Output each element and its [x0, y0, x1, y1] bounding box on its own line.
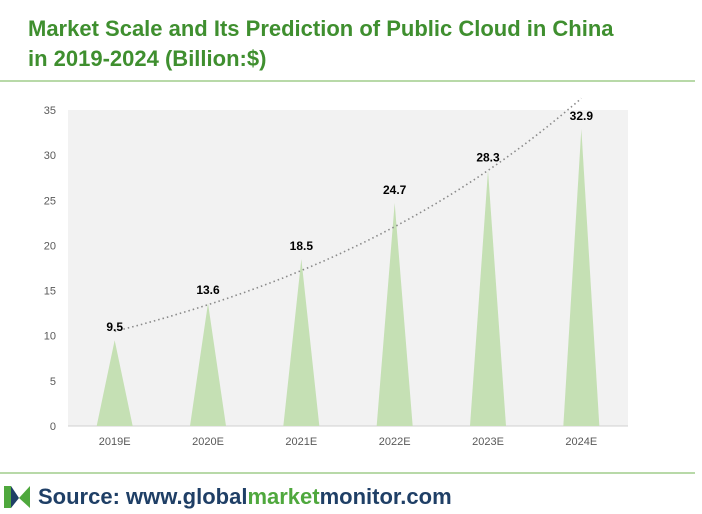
x-tick-label: 2020E — [192, 436, 224, 448]
x-tick-label: 2021E — [285, 436, 317, 448]
footer: Source: www.globalmarketmonitor.com — [0, 480, 702, 514]
bar — [96, 340, 133, 426]
plot-background — [68, 110, 628, 426]
data-label: 24.7 — [383, 183, 407, 197]
bottom-divider — [0, 472, 695, 474]
source-market: market — [247, 484, 320, 509]
data-label: 9.5 — [106, 320, 123, 334]
bars — [96, 128, 600, 426]
source-label: Source: — [38, 484, 127, 509]
gmm-logo-icon — [4, 486, 30, 508]
x-tick-label: 2023E — [472, 436, 504, 448]
source-www: www. — [126, 484, 183, 509]
bar — [283, 258, 320, 426]
source-monitor: monitor — [319, 484, 401, 509]
x-axis: 2019E 2020E 2021E 2022E 2023E 2024E — [68, 425, 628, 448]
title-line-1: Market Scale and Its Prediction of Publi… — [28, 16, 614, 41]
x-tick-label: 2022E — [379, 436, 411, 448]
x-tick-label: 2024E — [565, 436, 597, 448]
y-tick-label: 25 — [44, 195, 56, 207]
bar — [376, 202, 413, 426]
y-tick-label: 0 — [50, 421, 56, 433]
top-divider — [0, 80, 695, 82]
y-tick-label: 20 — [44, 240, 56, 252]
data-labels: 9.5 13.6 18.5 24.7 28.3 32.9 — [106, 109, 593, 334]
bar — [470, 170, 506, 426]
y-tick-label: 15 — [44, 286, 56, 298]
y-tick-label: 10 — [44, 331, 56, 343]
data-label: 28.3 — [476, 150, 500, 164]
source-line: Source: www.globalmarketmonitor.com — [38, 484, 452, 510]
source-global: global — [182, 484, 248, 509]
trend-line — [114, 97, 582, 333]
data-label: 13.6 — [196, 283, 220, 297]
bar — [563, 128, 600, 426]
y-axis: 0 5 10 15 20 25 30 35 — [44, 105, 56, 433]
source-dotcom: .com — [400, 484, 452, 509]
x-tick-label: 2019E — [99, 436, 131, 448]
chart-title: Market Scale and Its Prediction of Publi… — [28, 14, 688, 74]
y-tick-label: 5 — [50, 376, 56, 388]
bar — [190, 303, 226, 426]
y-tick-label: 35 — [44, 105, 56, 117]
data-label: 32.9 — [570, 109, 594, 123]
data-label: 18.5 — [290, 239, 314, 253]
title-line-2: in 2019-2024 (Billion:$) — [28, 46, 267, 71]
y-tick-label: 30 — [44, 150, 56, 162]
